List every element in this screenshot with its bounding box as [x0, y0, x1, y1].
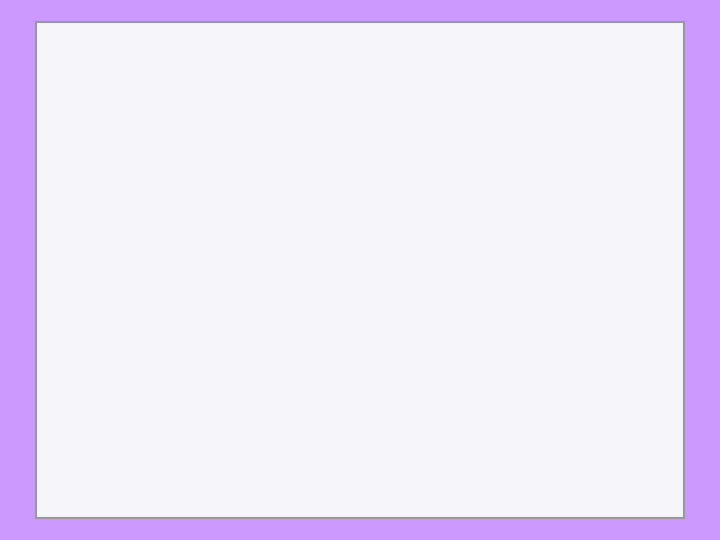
- Text: $k_a'$: $k_a'$: [548, 165, 569, 191]
- Text: $k_b$: $k_b$: [323, 211, 344, 233]
- Text: $k_a'$: $k_a'$: [158, 250, 179, 276]
- Text: $k_a'$: $k_a'$: [156, 377, 176, 403]
- Text: $k_b'$: $k_b'$: [570, 209, 591, 235]
- Text: =: =: [188, 254, 203, 272]
- Text: [Bulk] [LOO: [Bulk] [LOO: [352, 213, 469, 231]
- Text: If 1%  “leakage” (damage) is acceptable,: If 1% “leakage” (damage) is acceptable,: [90, 331, 507, 349]
- Text: Rate (LOO: Rate (LOO: [50, 169, 153, 187]
- Text: then: then: [90, 381, 149, 399]
- Text: Rate (LOO: Rate (LOO: [50, 213, 153, 231]
- Text: = 100: = 100: [186, 381, 250, 400]
- Text: $k_a$: $k_a$: [314, 167, 335, 189]
- Text: $k_b'$: $k_b'$: [378, 250, 400, 276]
- Text: [LOO: [LOO: [602, 213, 652, 231]
- Text: $\bullet$: $\bullet$: [152, 212, 160, 225]
- Text: where: where: [90, 254, 159, 272]
- Text: Compare the pseudo first-order rate constants.: Compare the pseudo first-order rate cons…: [60, 102, 620, 122]
- Text: $k_a$: $k_a$: [206, 252, 227, 274]
- Text: ]     =: ] =: [507, 213, 562, 231]
- Text: $k_b'$: $k_b'$: [415, 422, 436, 448]
- Text: ]: ]: [656, 213, 664, 231]
- Text: =: =: [407, 254, 422, 272]
- Text: $k_a'$: $k_a'$: [288, 422, 309, 448]
- Text: + Bulk)     =: + Bulk) =: [163, 213, 283, 231]
- Text: If 0.01%,  then: If 0.01%, then: [90, 426, 251, 444]
- Text: ] =: ] =: [508, 169, 537, 187]
- Text: $\bullet$: $\bullet$: [647, 212, 654, 225]
- Text: [Bulk]: [Bulk]: [452, 254, 513, 272]
- Text: 44: 44: [660, 483, 680, 497]
- Text: What is a practical kinetic advantage?: What is a practical kinetic advantage?: [75, 45, 645, 71]
- Text: = 10 000: = 10 000: [318, 426, 415, 444]
- Text: $k_b$: $k_b$: [424, 252, 445, 274]
- Text: $\bullet$: $\bullet$: [622, 167, 630, 180]
- Text: + Antiox)  =: + Antiox) =: [163, 169, 285, 187]
- Text: $k_b'$: $k_b'$: [250, 377, 271, 403]
- Text: ]: ]: [632, 169, 640, 187]
- Text: $\bullet$: $\bullet$: [497, 212, 505, 225]
- Text: [LOO: [LOO: [578, 169, 627, 187]
- Text: [Antiox] [LOO: [Antiox] [LOO: [340, 169, 477, 187]
- Text: $\bullet$: $\bullet$: [152, 167, 160, 180]
- Text: [Antiox] and: [Antiox] and: [232, 254, 357, 272]
- Text: $\bullet$: $\bullet$: [498, 167, 505, 180]
